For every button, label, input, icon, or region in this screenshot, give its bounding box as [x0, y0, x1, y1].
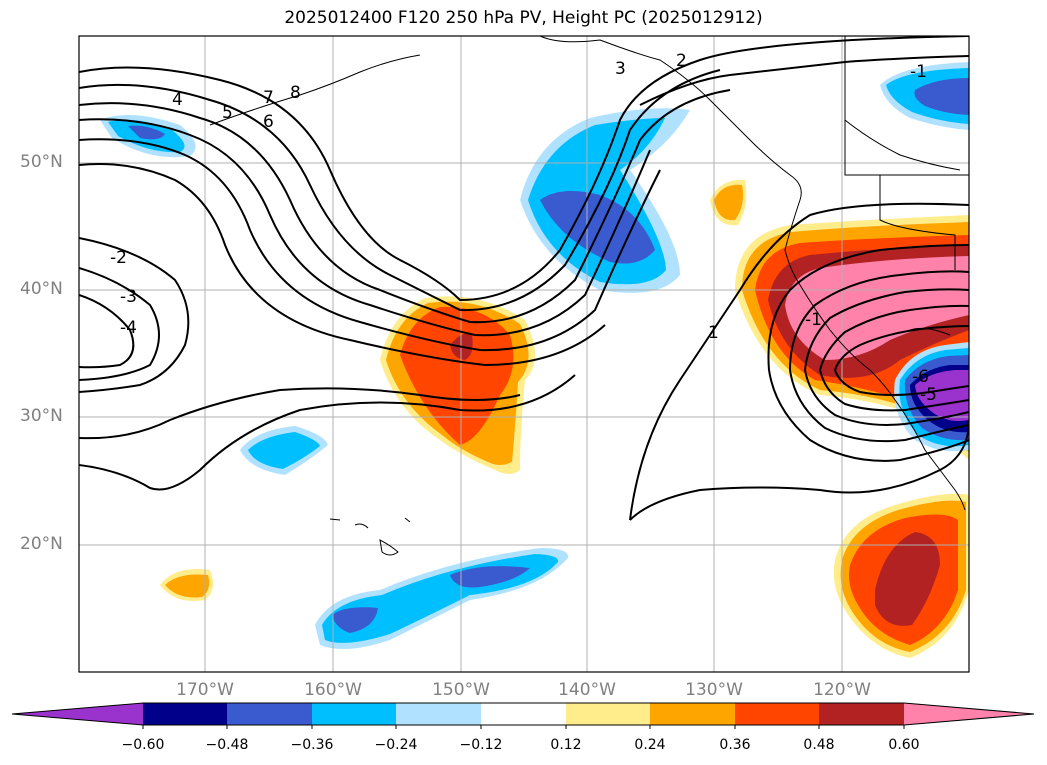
contour-labels: 4 5 7 8 6 3 2 -2 -3 -4 -1 1 -1 -5 -6 — [110, 51, 937, 405]
colorbar-segment — [227, 703, 312, 725]
colorbar-segment — [735, 703, 819, 725]
height-contours — [79, 36, 969, 521]
lon-label: 150°W — [432, 680, 490, 700]
colorbar-segment — [481, 703, 566, 725]
colorbar-tick-label: −0.36 — [290, 737, 334, 753]
colorbar — [11, 702, 1035, 729]
lon-label: 170°W — [176, 680, 234, 700]
map-frame — [78, 35, 970, 673]
contour-label: -6 — [912, 367, 929, 387]
colorbar-tick-label: 0.12 — [550, 737, 582, 753]
contour-label: -1 — [805, 310, 822, 330]
colorbar-segment — [143, 703, 227, 725]
lat-label: 30°N — [20, 406, 63, 426]
colorbar-tick-label: 0.24 — [634, 737, 666, 753]
contour-label: 3 — [615, 59, 626, 79]
contour-label: -4 — [120, 318, 137, 338]
contour-label: 5 — [222, 103, 233, 123]
colorbar-tick-label: −0.12 — [459, 737, 503, 753]
map-title: 2025012400 F120 250 hPa PV, Height PC (2… — [284, 8, 763, 28]
colorbar-tick-label: 0.48 — [803, 737, 835, 753]
contour-label: 1 — [708, 323, 719, 343]
colorbar-tick-label: 0.60 — [888, 737, 920, 753]
contour-label: -1 — [910, 62, 927, 82]
lon-label: 160°W — [304, 680, 362, 700]
colorbar-segment — [396, 703, 481, 725]
contour-label: 4 — [172, 90, 183, 110]
contour-label: 8 — [290, 83, 301, 103]
lon-label: 140°W — [558, 680, 616, 700]
colorbar-segment — [312, 703, 396, 725]
contour-label: -2 — [110, 248, 127, 268]
colorbar-segment — [650, 703, 735, 725]
graticule — [79, 36, 969, 672]
colorbar-extend-high — [904, 703, 1034, 725]
lat-label: 20°N — [20, 534, 63, 554]
lat-label: 40°N — [20, 279, 63, 299]
colorbar-segment — [566, 703, 650, 725]
contour-label: -5 — [920, 385, 937, 405]
colorbar-tick-label: −0.60 — [121, 737, 165, 753]
lat-label: 50°N — [20, 152, 63, 172]
contour-label: 6 — [263, 112, 274, 132]
contour-label: -3 — [120, 287, 137, 307]
colorbar-tick-label: −0.24 — [374, 737, 418, 753]
contour-label: 7 — [263, 88, 274, 108]
lon-label: 130°W — [685, 680, 743, 700]
pv-map: 4 5 7 8 6 3 2 -2 -3 -4 -1 1 -1 -5 -6 — [78, 35, 970, 673]
colorbar-segment — [819, 703, 904, 725]
lon-label: 120°W — [813, 680, 871, 700]
colorbar-tick-label: 0.36 — [719, 737, 751, 753]
colorbar-tick-label: −0.48 — [205, 737, 249, 753]
colorbar-extend-low — [12, 703, 143, 725]
contour-label: 2 — [676, 51, 687, 71]
